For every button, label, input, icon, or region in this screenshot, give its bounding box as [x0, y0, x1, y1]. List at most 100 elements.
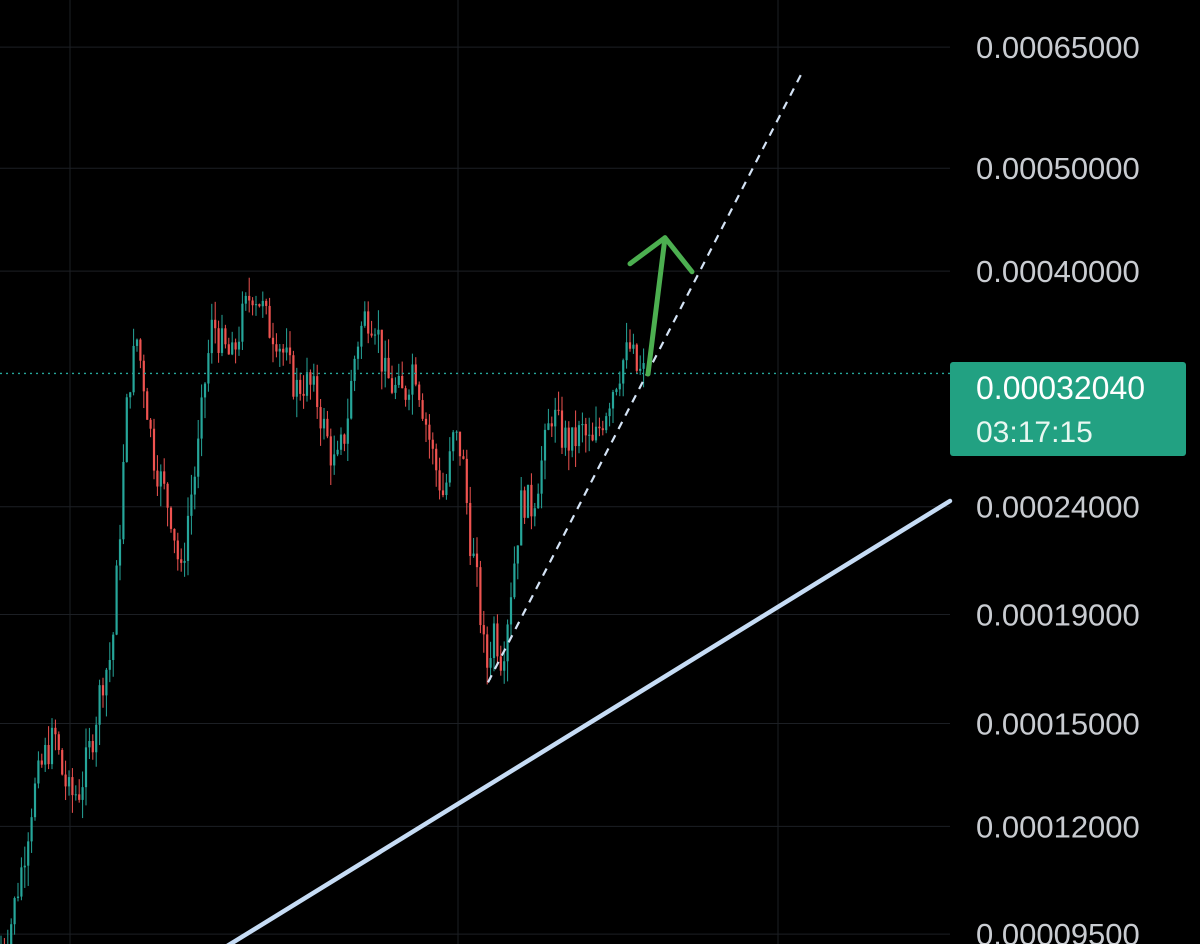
candle-body — [499, 656, 502, 671]
candle-body — [370, 333, 373, 336]
candle-body — [64, 774, 67, 787]
candle-body — [44, 744, 47, 765]
up-arrow-head[interactable] — [627, 235, 695, 275]
candle-body — [227, 344, 230, 355]
candle-body — [584, 423, 587, 436]
candle-body — [302, 393, 305, 396]
candle-body — [492, 623, 496, 659]
candle-body — [465, 458, 468, 503]
candle-body — [220, 328, 224, 353]
candle-body — [125, 397, 128, 462]
candle-body — [13, 898, 16, 925]
candle-body — [435, 448, 438, 471]
candle-body — [10, 924, 13, 944]
candle-body — [387, 357, 390, 379]
candle-body — [489, 658, 492, 668]
candle-body — [615, 389, 618, 393]
price-axis-label: 0.00065000 — [976, 30, 1140, 65]
candle-body — [611, 392, 615, 409]
candle-body — [268, 305, 271, 338]
candle-body — [533, 508, 536, 517]
candle-body — [183, 560, 186, 563]
candle-body — [445, 482, 448, 496]
candle-body — [479, 567, 482, 626]
candle-body — [567, 427, 570, 451]
candle-body — [608, 408, 611, 417]
candle-body — [486, 634, 489, 668]
candle-body — [285, 347, 288, 353]
candle-body — [214, 319, 217, 329]
candle-body — [288, 347, 292, 356]
candle-body — [108, 659, 111, 670]
candle-body — [37, 760, 40, 784]
candle-body — [356, 346, 360, 359]
candle-body — [163, 471, 166, 484]
candle-body — [526, 484, 530, 518]
candle-body — [149, 419, 152, 429]
candle-body — [312, 376, 315, 385]
price-axis-label: 0.00024000 — [976, 490, 1140, 525]
candle-body — [458, 431, 462, 457]
candle-body — [173, 528, 176, 541]
candle-body — [441, 490, 445, 496]
candle-body — [377, 329, 380, 335]
candle-body — [333, 454, 336, 466]
candle-body — [132, 345, 135, 393]
candle-body — [547, 423, 550, 430]
candle-countdown: 03:17:15 — [976, 416, 1093, 449]
candle-body — [455, 431, 458, 433]
candle-body — [622, 360, 625, 384]
candle-body — [30, 817, 33, 842]
candle-body — [509, 597, 513, 625]
candle-body — [401, 376, 404, 389]
candle-body — [635, 344, 638, 371]
candle-body — [343, 434, 346, 444]
candle-body — [261, 300, 264, 307]
candle-body — [367, 311, 370, 334]
up-arrow-shaft[interactable] — [645, 235, 668, 377]
candle-body — [237, 341, 241, 350]
candle-body — [632, 344, 635, 349]
candle-body — [350, 380, 353, 419]
support-trendline[interactable] — [210, 498, 953, 944]
candle-body — [482, 625, 485, 635]
candle-body — [438, 470, 441, 491]
candle-body — [554, 409, 557, 427]
candle-body — [47, 744, 50, 765]
candle-body — [414, 364, 417, 385]
candle-body — [282, 348, 285, 353]
candle-body — [241, 303, 244, 342]
candle-body — [329, 436, 332, 466]
candle-body — [380, 329, 383, 372]
candle-body — [278, 348, 281, 352]
candle-body — [557, 409, 560, 411]
candle-body — [186, 515, 190, 561]
candle-body — [203, 383, 207, 398]
candle-body — [326, 418, 329, 437]
candle-body — [135, 339, 139, 346]
candle-body — [74, 794, 77, 796]
candle-body — [265, 300, 268, 306]
candle-body — [428, 424, 431, 440]
candle-body — [431, 439, 434, 449]
drawings[interactable] — [0, 72, 953, 944]
current-price-text: 0.00032040 — [976, 370, 1145, 406]
candle-body — [234, 342, 237, 350]
candle-body — [105, 669, 108, 696]
price-axis-label: 0.00012000 — [976, 809, 1140, 844]
candle-body — [88, 741, 91, 748]
candle-body — [152, 428, 156, 471]
candle-body — [33, 783, 37, 818]
candle-body — [336, 449, 339, 455]
candle-body — [67, 777, 71, 787]
candle-body — [166, 483, 169, 508]
candle-body — [258, 304, 261, 307]
price-axis[interactable]: 0.00065000 0.00050000 0.00040000 0.00024000… — [976, 30, 1140, 944]
candle-body — [122, 461, 125, 540]
candle-body — [373, 334, 377, 336]
candle-body — [424, 418, 428, 425]
candle-body — [27, 841, 30, 866]
candle-body — [118, 539, 122, 566]
dashed-trendline[interactable] — [487, 72, 803, 683]
